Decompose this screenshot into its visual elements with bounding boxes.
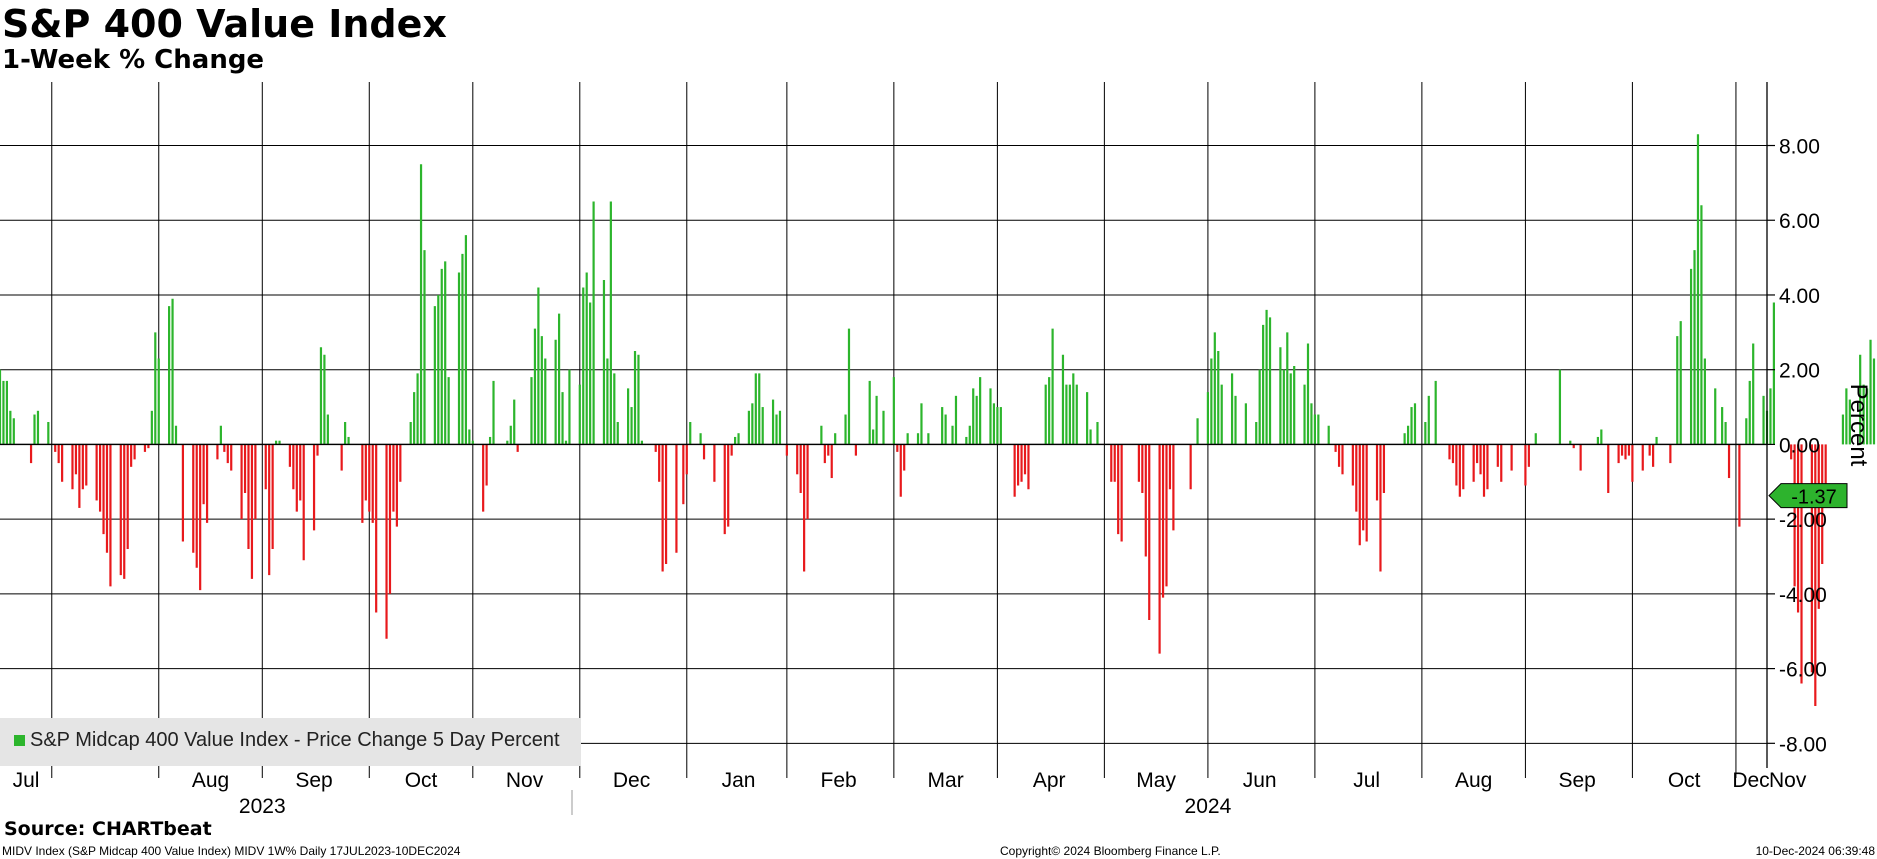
- x-tick-label: Jan: [722, 769, 756, 792]
- x-tick-label: Dec: [613, 769, 650, 792]
- last-value-text: -1.37: [1791, 487, 1837, 509]
- y-tick-label: -2.00: [1779, 509, 1827, 532]
- footer-timestamp: 10-Dec-2024 06:39:48: [1755, 844, 1875, 858]
- horizontal-gridlines: [0, 145, 1767, 744]
- bar-series: [0, 134, 1876, 706]
- source-label: Source: CHARTbeat: [4, 818, 212, 840]
- chart-svg: 8.00 6.00 4.00 2.00 0.00 -2.00 -4.00 -6.00 -8.00…: [0, 82, 1876, 818]
- x-tick-label: Jul: [1353, 769, 1380, 792]
- footer-security-info: MIDV Index (S&P Midcap 400 Value Index) …: [2, 844, 461, 858]
- x-tick-label: Apr: [1033, 769, 1066, 792]
- x-tick-label: Mar: [928, 769, 964, 792]
- x-tick-label: Sep: [1558, 769, 1595, 792]
- last-value-badge-shape: [1768, 483, 1848, 509]
- y-tick-label: -4.00: [1779, 584, 1827, 607]
- x-tick-label: Aug: [1455, 769, 1492, 792]
- y-tick-label: 0.00: [1779, 434, 1820, 457]
- x-tick-label: Feb: [821, 769, 857, 792]
- x-tick-label: Aug: [192, 769, 229, 792]
- chart-subtitle: 1-Week % Change: [2, 45, 265, 75]
- x-tick-label: May: [1136, 769, 1176, 792]
- legend-entry: S&P Midcap 400 Value Index - Price Chang…: [30, 729, 560, 751]
- y-tick-label: -6.00: [1779, 659, 1827, 682]
- legend-swatch: [14, 735, 25, 746]
- y-tick-label: 4.00: [1779, 285, 1820, 308]
- y-tick-labels: 8.00 6.00 4.00 2.00 0.00 -2.00 -4.00 -6.00 -8.00: [1767, 136, 1827, 756]
- chart-title: S&P 400 Value Index: [2, 2, 447, 46]
- x-tick-label: Nov: [1769, 769, 1807, 792]
- footer-copyright: Copyright© 2024 Bloomberg Finance L.P.: [1000, 844, 1221, 858]
- y-tick-label: 2.00: [1779, 360, 1820, 383]
- x-tick-label: Oct: [1668, 769, 1701, 792]
- x-year-label: 2023: [239, 795, 286, 818]
- y-axis-label: Percent: [1845, 384, 1872, 467]
- x-tick-label: Jul: [13, 769, 40, 792]
- x-tick-labels: Jul Aug Sep Oct Nov Dec Jan Feb Mar Apr May Jun Jul A…: [13, 769, 1807, 818]
- y-tick-label: 8.00: [1779, 136, 1820, 159]
- y-tick-label: 6.00: [1779, 210, 1820, 233]
- x-year-label: 2024: [1185, 795, 1232, 818]
- x-tick-label: Dec: [1732, 769, 1769, 792]
- x-tick-label: Nov: [506, 769, 544, 792]
- y-tick-label: -8.00: [1779, 733, 1827, 756]
- x-tick-label: Oct: [405, 769, 438, 792]
- x-tick-label: Sep: [295, 769, 332, 792]
- last-value-badge: -1.37: [1768, 483, 1848, 509]
- x-tick-label: Jun: [1243, 769, 1277, 792]
- legend: S&P Midcap 400 Value Index - Price Chang…: [0, 718, 581, 766]
